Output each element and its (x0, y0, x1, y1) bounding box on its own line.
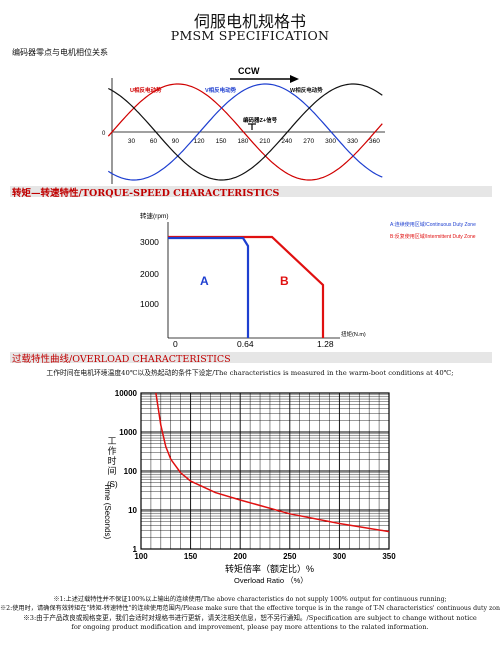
overload-measurement-note: 工作时间在电机环境温度40℃以及热起动的条件下设定/The characteri… (46, 369, 454, 377)
overload-ytick-1000: 1000 (119, 428, 137, 437)
ccw-label: CCW (238, 66, 260, 76)
ts-ytick-1000: 1000 (140, 299, 159, 309)
phase-tick-300: 300 (325, 138, 336, 145)
torque-speed-heading: 转矩—转速特性/TORQUE-SPEED CHARACTERISTICS (12, 188, 280, 199)
zone-a-label: A (200, 274, 209, 288)
phase-tick-330: 330 (347, 138, 358, 145)
overload-ylabel-en: Time (Seconds) (103, 483, 112, 540)
speed-axis-label: 转速(rpm) (140, 211, 169, 220)
zone-b-label: B (280, 274, 289, 288)
legend-zone-b: B:反复使用区域/Intermittent Duty Zone (390, 233, 476, 240)
phase-tick-60: 60 (150, 138, 158, 145)
ts-xtick-064: 0.64 (237, 339, 254, 349)
ccw-arrow-icon (290, 75, 299, 83)
overload-ytick-100: 100 (124, 467, 138, 476)
overload-xtick-200: 200 (234, 552, 248, 561)
overload-xtick-150: 150 (184, 552, 198, 561)
overload-ytick-10000: 10000 (115, 389, 138, 398)
footnote-1: ※1:上述过载特性并不保证100%以上输出的连续使用/The above cha… (53, 596, 447, 603)
overload-xtick-100: 100 (134, 552, 148, 561)
overload-ytick-10: 10 (128, 506, 137, 515)
phase-tick-30: 30 (128, 138, 136, 145)
zone-a-boundary (168, 236, 250, 338)
phase-origin-label: 0 (102, 131, 106, 137)
overload-ytick-1: 1 (133, 545, 138, 554)
overload-band: 过载特性曲线/OVERLOAD CHARACTERISTICS (10, 352, 492, 365)
phase-tick-270: 270 (303, 138, 314, 145)
u-phase-label: U相反电动势 (130, 86, 162, 94)
overload-chart: 10000 1000 100 10 1 100 150 200 250 300 350 Time … (103, 389, 396, 585)
torque-axis-label: 扭矩(N.m) (341, 330, 366, 338)
encoder-section-label: 编码器零点与电机相位关系 (12, 48, 108, 57)
ts-xtick-0: 0 (173, 339, 178, 349)
document-title: 伺服电机规格书 (193, 12, 306, 31)
ts-ytick-3000: 3000 (140, 237, 159, 247)
phase-tick-labels: 30 60 90 120 150 180 210 240 270 300 330 360 (128, 138, 380, 145)
overload-ylabel-cn-vertical: 工作时间 (107, 437, 117, 477)
overload-xlabel-en: Overload Ratio （%） (234, 576, 308, 585)
phase-tick-90: 90 (172, 138, 180, 145)
overload-plot-frame (140, 392, 390, 550)
ts-xtick-128: 1.28 (317, 339, 334, 349)
overload-xlabel-cn: 转矩倍率（额定比）% (225, 563, 314, 574)
overload-xtick-250: 250 (283, 552, 297, 561)
footnote-4: for ongoing product modification and imp… (71, 623, 429, 631)
footnote-3: ※3:由于产品改良或规格变更，我们会适时对规格书进行更新，请关注相关信息，恕不另… (23, 614, 477, 622)
w-phase-label: W相反电动势 (290, 86, 323, 94)
torque-speed-chart: 转速(rpm) 3000 2000 1000 0 0.64 1.28 扭矩(N.… (140, 211, 476, 349)
v-phase-curve (107, 83, 383, 181)
phase-tick-360: 360 (369, 138, 380, 145)
zone-b-boundary (168, 235, 325, 338)
v-phase-label: V相反电动势 (205, 86, 237, 94)
overload-heading: 过载特性曲线/OVERLOAD CHARACTERISTICS (12, 354, 231, 365)
phase-diagram: CCW 0 30 60 90 120 150 180 210 240 270 300 330 360 … (102, 66, 385, 184)
z-signal-label: 编码器Z+信号 (243, 116, 278, 124)
overload-ylabel-unit: (S) (107, 480, 118, 489)
torque-speed-band: 转矩—转速特性/TORQUE-SPEED CHARACTERISTICS (10, 186, 492, 199)
phase-tick-120: 120 (194, 138, 205, 145)
u-phase-curve (107, 83, 383, 181)
phase-tick-240: 240 (281, 138, 292, 145)
ts-ytick-2000: 2000 (140, 269, 159, 279)
phase-tick-180: 180 (238, 138, 249, 145)
overload-xtick-300: 300 (333, 552, 347, 561)
overload-xtick-350: 350 (382, 552, 396, 561)
phase-tick-210: 210 (259, 138, 270, 145)
legend-zone-a: A:连续使用区域/Continuous Duty Zone (390, 221, 476, 228)
phase-tick-150: 150 (216, 138, 227, 145)
footnote-2: ※2:使用时，请确保有效转矩在"转矩-转速特性"的连续使用范围内/Please … (0, 605, 500, 612)
w-phase-curve (108, 83, 383, 181)
document-subtitle: PMSM SPECIFICATION (170, 28, 330, 43)
